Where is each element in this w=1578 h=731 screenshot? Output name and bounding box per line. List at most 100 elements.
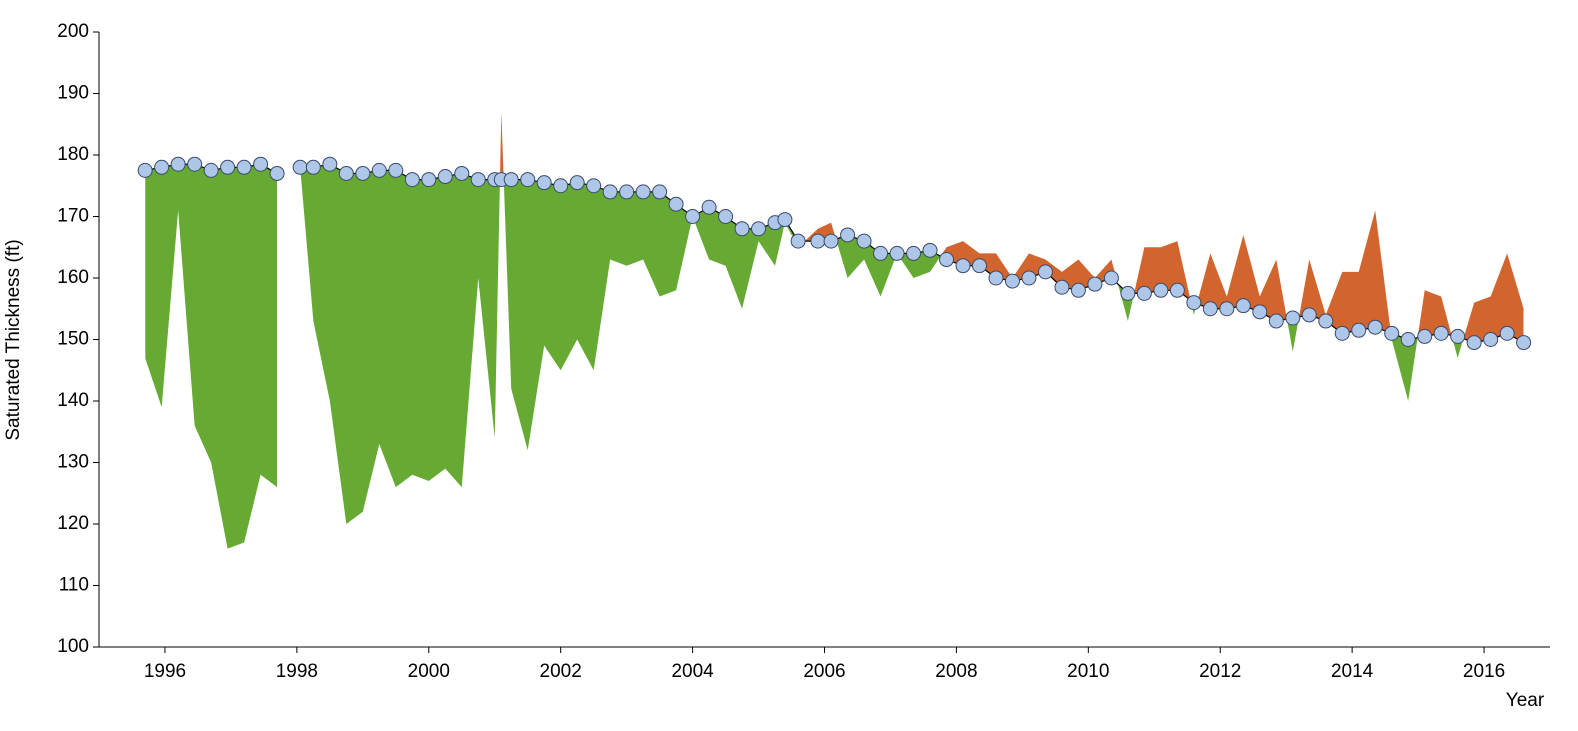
x-tick-label: 2000 <box>408 661 450 682</box>
data-point <box>685 209 701 224</box>
deficit-area <box>145 164 278 549</box>
data-point <box>437 169 453 185</box>
data-point <box>536 175 552 191</box>
data-point <box>569 175 585 191</box>
data-point <box>388 162 404 178</box>
data-point <box>454 165 470 181</box>
data-point <box>668 196 684 212</box>
data-point <box>1417 328 1433 344</box>
x-tick-label: 2008 <box>935 661 977 682</box>
data-point <box>220 159 236 175</box>
x-tick-label: 2016 <box>1463 661 1505 682</box>
data-point <box>1483 332 1499 347</box>
data-point <box>520 172 536 188</box>
data-point <box>371 162 387 178</box>
data-point <box>906 245 922 261</box>
data-point <box>1021 270 1037 286</box>
x-tick-label: 2002 <box>540 661 582 682</box>
data-point <box>1087 276 1103 292</box>
data-point <box>1252 304 1268 320</box>
x-tick-label: 2012 <box>1199 661 1241 682</box>
data-point <box>1054 279 1070 295</box>
data-point <box>1318 313 1334 329</box>
y-tick-label: 190 <box>57 83 89 104</box>
data-point <box>1004 273 1020 289</box>
data-point <box>1153 282 1169 298</box>
data-point <box>1400 332 1416 347</box>
data-point <box>734 221 750 237</box>
x-tick-label: 1998 <box>276 661 318 682</box>
data-point <box>292 159 308 175</box>
data-point <box>1367 319 1383 335</box>
data-point <box>154 159 170 175</box>
data-point <box>823 233 839 249</box>
data-point <box>1037 264 1053 280</box>
data-point <box>1334 325 1350 341</box>
data-point <box>1202 301 1218 317</box>
data-point <box>971 258 987 274</box>
data-point <box>840 227 856 243</box>
data-point <box>1466 335 1482 351</box>
data-point <box>269 165 285 181</box>
x-tick-label: 2006 <box>803 661 845 682</box>
data-point <box>1120 285 1136 301</box>
data-point <box>1136 285 1152 301</box>
data-point <box>137 162 153 178</box>
data-point <box>988 270 1004 286</box>
data-point <box>777 212 793 228</box>
data-point <box>1285 310 1301 326</box>
y-axis-label: Saturated Thickness (ft) <box>3 239 24 440</box>
y-tick-label: 180 <box>57 144 89 165</box>
data-point <box>619 184 635 200</box>
data-point <box>187 156 203 172</box>
data-point <box>1384 325 1400 341</box>
data-point <box>203 162 219 178</box>
y-tick-label: 130 <box>57 452 89 473</box>
data-point <box>355 165 371 181</box>
data-point <box>856 233 872 249</box>
data-point <box>873 245 889 261</box>
data-point <box>939 252 955 268</box>
data-point <box>1103 270 1119 286</box>
data-point <box>602 184 618 200</box>
data-point <box>1268 313 1284 329</box>
y-tick-label: 140 <box>57 390 89 411</box>
data-point <box>421 172 437 188</box>
data-point <box>1351 322 1367 338</box>
y-tick-label: 160 <box>57 267 89 288</box>
data-point <box>470 172 486 188</box>
data-point <box>322 156 338 172</box>
data-point <box>586 178 602 194</box>
y-tick-label: 120 <box>57 513 89 534</box>
data-point <box>1186 295 1202 311</box>
data-point <box>810 233 826 249</box>
data-point <box>955 258 971 274</box>
data-point <box>1450 328 1466 344</box>
data-point <box>305 159 321 175</box>
x-axis-label: Year <box>1506 690 1545 711</box>
data-point <box>553 178 569 194</box>
x-tick-label: 2014 <box>1331 661 1374 682</box>
data-point <box>790 233 806 249</box>
data-point <box>1070 282 1086 298</box>
data-point <box>1235 298 1251 314</box>
x-tick-label: 2010 <box>1067 661 1109 682</box>
data-point <box>701 199 717 215</box>
data-point <box>751 221 767 237</box>
y-tick-label: 170 <box>57 206 89 227</box>
x-tick-label: 2004 <box>671 661 714 682</box>
data-point <box>718 209 734 224</box>
data-point <box>1516 335 1532 351</box>
data-point <box>503 172 519 188</box>
x-tick-label: 1996 <box>144 661 186 682</box>
y-tick-label: 100 <box>57 636 89 657</box>
data-point <box>236 159 252 175</box>
data-point <box>1169 282 1185 298</box>
data-point <box>404 172 420 188</box>
data-point <box>253 156 269 172</box>
data-point <box>1219 301 1235 317</box>
data-point <box>1301 307 1317 323</box>
data-point <box>338 165 354 181</box>
